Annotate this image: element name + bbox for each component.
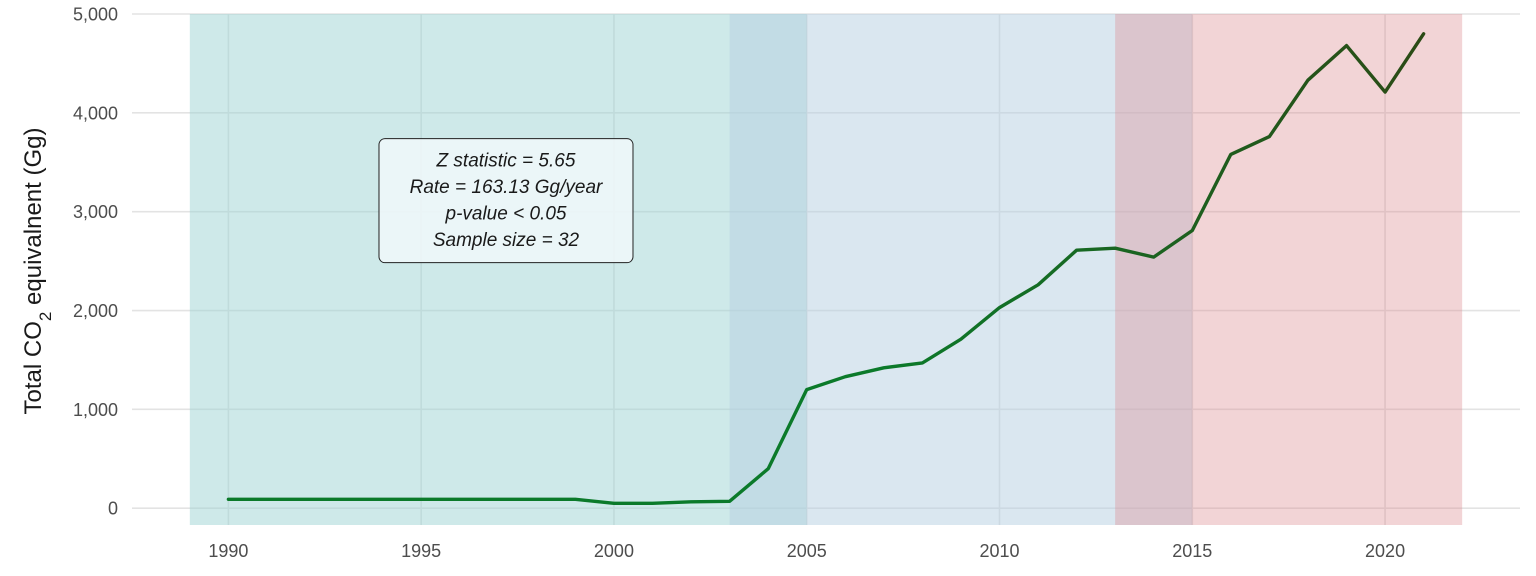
period-bands <box>189 14 1463 525</box>
y-axis-ticks: 0 1,000 2,000 3,000 4,000 5,000 <box>73 5 118 519</box>
annotation-line: Z statistic = 5.65 <box>436 151 576 172</box>
x-tick-label: 1995 <box>401 541 441 561</box>
y-tick-label: 4,000 <box>73 103 118 123</box>
x-tick-label: 2005 <box>787 541 827 561</box>
series-line <box>226 32 1426 505</box>
series-layer <box>226 32 1426 505</box>
annotation-box <box>378 138 634 264</box>
period-band-2 <box>729 14 1193 525</box>
y-tick-label: 5,000 <box>73 5 118 25</box>
y-tick-label: 0 <box>108 499 118 519</box>
y-tick-label: 3,000 <box>73 202 118 222</box>
y-tick-label: 1,000 <box>73 400 118 420</box>
annotation-line: Rate = 163.13 Gg/year <box>410 177 603 198</box>
x-tick-label: 2010 <box>979 541 1019 561</box>
statistics-annotation: Z statistic = 5.65 Rate = 163.13 Gg/year p… <box>378 138 634 264</box>
y-tick-label: 2,000 <box>73 301 118 321</box>
y-axis-title-subscript: 2 <box>36 312 55 321</box>
period-band-1 <box>189 14 807 525</box>
x-tick-label: 2000 <box>594 541 634 561</box>
annotation-line: Sample size = 32 <box>433 230 580 251</box>
y-axis-title-main: Total CO <box>20 321 47 414</box>
x-tick-label: 1990 <box>208 541 248 561</box>
annotation-line: p-value < 0.05 <box>445 204 567 225</box>
period-band-3 <box>1115 14 1463 525</box>
x-axis-ticks: 1990 1995 2000 2005 2010 2015 2020 <box>208 541 1405 561</box>
y-axis-title: Total CO2 equivalnent (Gg) <box>20 128 55 415</box>
y-axis-title-rest: equivalnent (Gg) <box>20 128 47 312</box>
x-tick-label: 2020 <box>1365 541 1405 561</box>
x-tick-label: 2015 <box>1172 541 1212 561</box>
